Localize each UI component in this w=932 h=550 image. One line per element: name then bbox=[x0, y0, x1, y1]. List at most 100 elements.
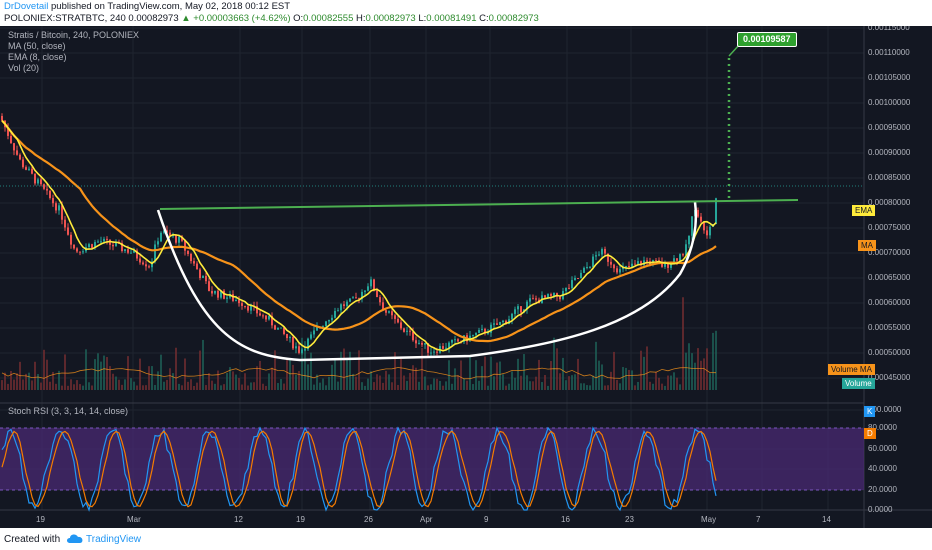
volume-bar bbox=[544, 375, 546, 390]
legend-ema[interactable]: EMA (8, close) bbox=[8, 52, 67, 62]
candle-body bbox=[613, 264, 615, 269]
candle-body bbox=[400, 322, 402, 329]
volume-bar bbox=[562, 357, 564, 390]
volume-bar bbox=[121, 384, 123, 390]
price-tick-label: 0.00095000 bbox=[868, 123, 911, 132]
candle-body bbox=[421, 342, 423, 345]
price-tick-label: 0.00045000 bbox=[868, 373, 911, 382]
candle-body bbox=[388, 311, 390, 313]
candle-body bbox=[67, 227, 69, 235]
volume-bar bbox=[13, 379, 15, 390]
volume-bar bbox=[712, 332, 714, 390]
volume-bar bbox=[232, 371, 234, 390]
candle-body bbox=[49, 190, 51, 199]
candle-body bbox=[334, 310, 336, 318]
volume-bar bbox=[115, 376, 117, 390]
volume-bar bbox=[529, 381, 531, 390]
volume-bar bbox=[268, 373, 270, 390]
price-tick-label: 0.00050000 bbox=[868, 348, 911, 357]
candle-body bbox=[346, 301, 348, 306]
cup-shape bbox=[156, 201, 698, 362]
volume-bar bbox=[160, 354, 162, 390]
close-label: C: bbox=[479, 13, 489, 24]
chart-area[interactable]: Stratis / Bitcoin, 240, POLONIEX MA (50,… bbox=[0, 26, 932, 528]
candle-body bbox=[31, 168, 33, 174]
candle-body bbox=[37, 179, 39, 184]
volume-bars bbox=[1, 297, 717, 390]
volume-bar bbox=[37, 374, 39, 390]
candle-body bbox=[160, 232, 162, 242]
candle-body bbox=[304, 349, 306, 351]
candle-body bbox=[451, 339, 453, 343]
volume-bar bbox=[34, 361, 36, 390]
candle-body bbox=[379, 297, 381, 303]
volume-bar bbox=[640, 350, 642, 390]
candle-body bbox=[289, 336, 291, 339]
stoch-tick-label: 0.0000 bbox=[868, 505, 893, 514]
volume-bar bbox=[673, 372, 675, 390]
volume-bar bbox=[442, 385, 444, 390]
price-tick-label: 0.00090000 bbox=[868, 148, 911, 157]
candle-body bbox=[355, 297, 357, 299]
volume-bar bbox=[679, 384, 681, 390]
volume-bar bbox=[103, 355, 105, 390]
volume-bar bbox=[112, 373, 114, 390]
volume-bar bbox=[127, 356, 129, 390]
author-link[interactable]: DrDovetail bbox=[4, 1, 49, 12]
time-tick-label: 26 bbox=[364, 515, 373, 524]
candle-body bbox=[430, 352, 432, 354]
candle-body bbox=[616, 268, 618, 273]
volume-bar bbox=[100, 361, 102, 390]
candle-body bbox=[205, 275, 207, 282]
volume-bar bbox=[382, 382, 384, 390]
volume-bar bbox=[523, 354, 525, 390]
candle-body bbox=[331, 317, 333, 321]
volume-bar bbox=[430, 384, 432, 390]
volume-bar bbox=[193, 385, 195, 390]
volume-bar bbox=[619, 383, 621, 390]
candle-body bbox=[688, 235, 690, 245]
candle-body bbox=[121, 242, 123, 252]
legend-ma[interactable]: MA (50, close) bbox=[8, 41, 66, 51]
chart-canvas[interactable] bbox=[0, 26, 932, 528]
candle-body bbox=[97, 241, 99, 243]
ema-line bbox=[1, 120, 717, 352]
candle-body bbox=[226, 297, 228, 299]
candle-body bbox=[16, 150, 18, 155]
legend-vol[interactable]: Vol (20) bbox=[8, 63, 40, 73]
candle-body bbox=[502, 320, 504, 323]
ema-tag: EMA bbox=[852, 205, 876, 216]
candle-body bbox=[22, 159, 24, 168]
volume-bar bbox=[538, 359, 540, 390]
candle-body bbox=[385, 310, 387, 313]
candle-body bbox=[526, 301, 528, 310]
low-label: L: bbox=[418, 13, 427, 24]
stoch-legend[interactable]: Stoch RSI (3, 3, 14, 14, close) bbox=[8, 406, 129, 416]
candle-body bbox=[217, 290, 219, 298]
price-tick-label: 0.00070000 bbox=[868, 248, 911, 257]
candle-body bbox=[208, 281, 210, 292]
candle-body bbox=[112, 244, 114, 247]
volume-bar bbox=[280, 378, 282, 390]
volume-ma-tag: Volume MA bbox=[828, 364, 875, 375]
candle-body bbox=[193, 261, 195, 264]
candle-body bbox=[7, 127, 9, 136]
volume-bar bbox=[124, 379, 126, 390]
volume-bar bbox=[376, 374, 378, 390]
volume-bar bbox=[706, 348, 708, 390]
candle-body bbox=[13, 143, 15, 151]
volume-bar bbox=[199, 350, 201, 390]
candle-body bbox=[268, 316, 270, 320]
candle-body bbox=[142, 262, 144, 265]
candle-body bbox=[628, 265, 630, 267]
volume-bar bbox=[688, 343, 690, 390]
tradingview-brand[interactable]: TradingView bbox=[86, 534, 142, 545]
candle-body bbox=[292, 336, 294, 349]
candle-body bbox=[670, 264, 672, 268]
candle-body bbox=[406, 330, 408, 332]
price-tick-label: 0.00060000 bbox=[868, 298, 911, 307]
candle-body bbox=[46, 188, 48, 191]
high-label: H: bbox=[356, 13, 366, 24]
candle-body bbox=[211, 291, 213, 294]
target-price-label[interactable]: 0.00109587 bbox=[737, 32, 797, 47]
